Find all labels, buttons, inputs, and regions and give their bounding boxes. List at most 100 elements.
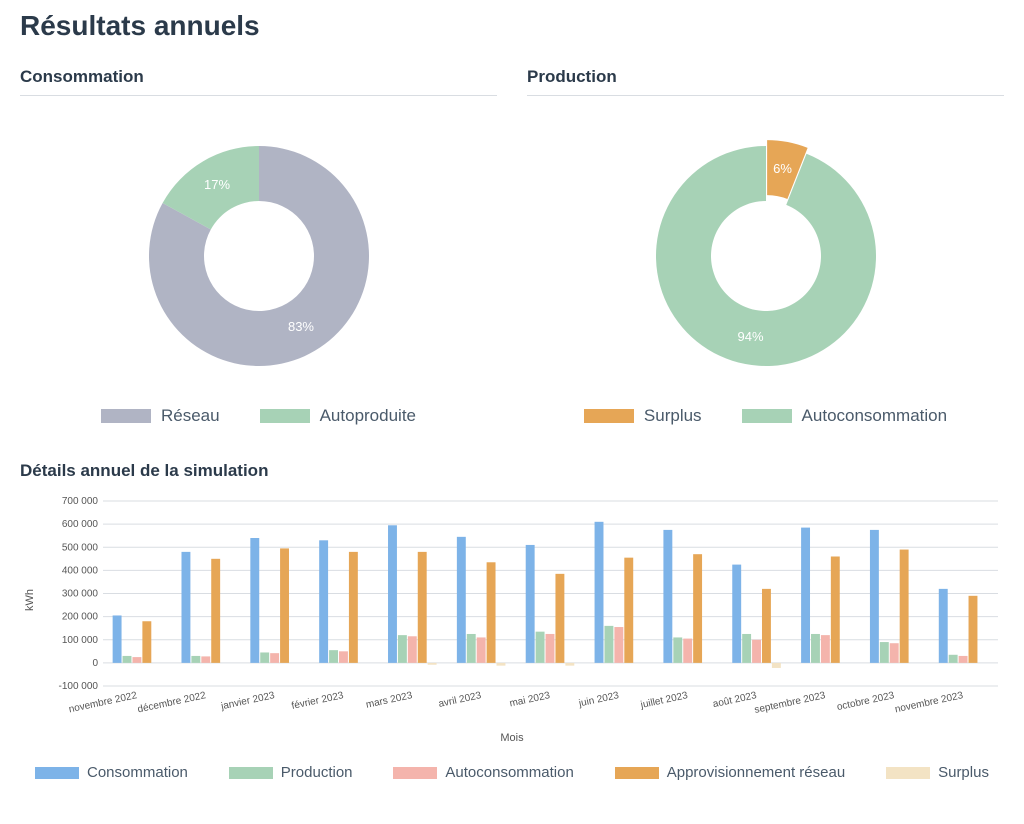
bar <box>673 637 682 662</box>
bar <box>604 626 613 663</box>
bar <box>969 596 978 663</box>
bar <box>428 663 437 665</box>
legend-label: Production <box>281 764 353 781</box>
donut-slice <box>655 146 875 366</box>
bar <box>211 559 220 663</box>
y-tick-label: 300 000 <box>62 589 99 600</box>
bar <box>752 640 761 663</box>
bar <box>132 657 141 663</box>
bar <box>142 621 151 663</box>
bar <box>329 650 338 663</box>
legend-item: Production <box>229 764 353 781</box>
legend-swatch <box>35 767 79 779</box>
bar <box>477 637 486 662</box>
production-title: Production <box>527 67 1004 96</box>
bar <box>123 656 132 663</box>
legend-swatch <box>229 767 273 779</box>
x-tick-label: novembre 2022 <box>68 690 139 715</box>
bar <box>260 652 269 662</box>
legend-swatch <box>260 409 310 423</box>
bar <box>565 663 574 666</box>
bar <box>870 530 879 663</box>
donut-slice-label: 83% <box>287 319 313 334</box>
legend-label: Autoconsommation <box>802 406 948 426</box>
bar <box>339 651 348 663</box>
bar <box>526 545 535 663</box>
x-tick-label: juillet 2023 <box>639 690 689 711</box>
bar <box>546 634 555 663</box>
legend-label: Consommation <box>87 764 188 781</box>
x-tick-label: avril 2023 <box>438 690 483 710</box>
legend-label: Approvisionnement réseau <box>667 764 845 781</box>
x-tick-label: janvier 2023 <box>219 690 276 712</box>
legend-item: Surplus <box>886 764 989 781</box>
x-tick-label: août 2023 <box>712 690 758 710</box>
consommation-panel: Consommation 83% 17% Réseau Autoproduite <box>20 67 497 426</box>
x-tick-label: juin 2023 <box>577 690 620 709</box>
legend-label: Réseau <box>161 406 220 426</box>
x-tick-label: décembre 2022 <box>137 690 208 715</box>
bar <box>890 643 899 663</box>
legend-item: Surplus <box>584 406 702 426</box>
bar <box>949 655 958 663</box>
bar <box>772 663 781 668</box>
legend-item: Approvisionnement réseau <box>615 764 845 781</box>
y-tick-label: 200 000 <box>62 612 99 623</box>
consommation-title: Consommation <box>20 67 497 96</box>
legend-label: Autoproduite <box>320 406 416 426</box>
legend-swatch <box>393 767 437 779</box>
bar <box>821 635 830 663</box>
bar <box>831 557 840 663</box>
bar <box>388 525 397 663</box>
bar <box>762 589 771 663</box>
y-tick-label: 700 000 <box>62 496 99 507</box>
bar <box>398 635 407 663</box>
production-donut-chart: 6%94% <box>636 126 896 386</box>
y-tick-label: 600 000 <box>62 519 99 530</box>
bar-chart-title: Détails annuel de la simulation <box>20 461 1004 481</box>
bar <box>319 540 328 663</box>
bar-chart-legend: Consommation Production Autoconsommation Ap… <box>20 764 1004 781</box>
bar <box>624 558 633 663</box>
x-tick-label: mai 2023 <box>509 690 552 709</box>
bar <box>742 634 751 663</box>
bar <box>663 530 672 663</box>
bar <box>280 548 289 662</box>
legend-item: Autoconsommation <box>393 764 573 781</box>
consommation-donut-chart: 83% 17% <box>129 126 389 386</box>
bar <box>732 565 741 663</box>
bar <box>408 636 417 663</box>
legend-swatch <box>742 409 792 423</box>
x-tick-label: septembre 2023 <box>754 690 827 716</box>
legend-swatch <box>101 409 151 423</box>
legend-item: Réseau <box>101 406 220 426</box>
bar <box>900 550 909 663</box>
bar <box>555 574 564 663</box>
bar-chart: -100 0000100 000200 000300 000400 000500… <box>48 496 1008 726</box>
x-tick-label: février 2023 <box>291 690 345 712</box>
bar <box>683 639 692 663</box>
y-tick-label: 100 000 <box>62 635 99 646</box>
legend-item: Autoconsommation <box>742 406 948 426</box>
consommation-legend: Réseau Autoproduite <box>20 406 497 426</box>
bar <box>939 589 948 663</box>
bar-chart-y-label: kWh <box>24 589 36 611</box>
x-tick-label: mars 2023 <box>365 690 414 711</box>
bar <box>801 528 810 663</box>
bar <box>536 632 545 663</box>
y-tick-label: 500 000 <box>62 542 99 553</box>
donut-slice-label: 17% <box>203 177 229 192</box>
bar <box>418 552 427 663</box>
bar <box>880 642 889 663</box>
bar <box>457 537 466 663</box>
legend-item: Autoproduite <box>260 406 416 426</box>
legend-label: Autoconsommation <box>445 764 573 781</box>
legend-label: Surplus <box>644 406 702 426</box>
legend-swatch <box>584 409 634 423</box>
bar <box>270 653 279 663</box>
bar-chart-x-label: Mois <box>20 732 1004 744</box>
bar <box>614 627 623 663</box>
bar <box>595 522 604 663</box>
bar <box>811 634 820 663</box>
bar <box>250 538 259 663</box>
